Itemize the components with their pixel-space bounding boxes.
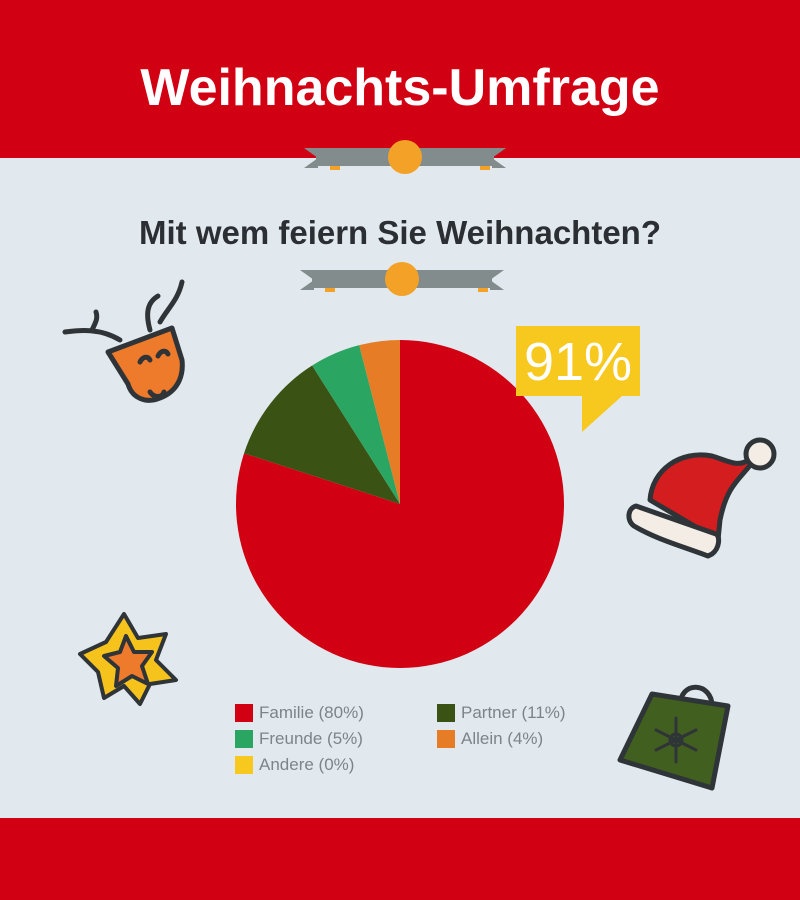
pie-slice-allein bbox=[359, 340, 400, 504]
legend-item-freunde: Freunde (5%) bbox=[235, 728, 363, 750]
pie-slice-familie bbox=[236, 340, 565, 668]
pie-chart bbox=[236, 340, 565, 668]
santa-hat-icon bbox=[626, 437, 777, 559]
legend-label: Partner (11%) bbox=[461, 703, 566, 722]
legend-swatch bbox=[437, 730, 455, 748]
ribbon-divider-middle bbox=[300, 262, 504, 296]
shopping-bag-icon bbox=[617, 684, 731, 791]
footer-band bbox=[0, 818, 800, 900]
ribbon-divider-top bbox=[304, 140, 506, 174]
header-band bbox=[0, 0, 800, 158]
legend-item-partner: Partner (11%) bbox=[437, 702, 566, 724]
reindeer-icon bbox=[62, 279, 185, 403]
pie-slice-freunde bbox=[312, 345, 400, 504]
pie-slice-partner bbox=[244, 365, 400, 504]
legend-swatch bbox=[235, 730, 253, 748]
legend-label: Andere (0%) bbox=[259, 755, 355, 774]
legend-swatch bbox=[235, 704, 253, 722]
legend-label: Freunde (5%) bbox=[259, 729, 363, 748]
chart-question: Mit wem feiern Sie Weihnachten? bbox=[139, 214, 661, 251]
legend-item-familie: Familie (80%) bbox=[235, 702, 364, 724]
percentage-callout bbox=[516, 326, 640, 432]
ribbon-knot-icon bbox=[385, 262, 419, 296]
ribbon-knot-icon bbox=[388, 140, 422, 174]
star-icon bbox=[78, 612, 178, 706]
legend-swatch bbox=[437, 704, 455, 722]
page-title: Weihnachts-Umfrage bbox=[140, 59, 660, 117]
legend-swatch bbox=[235, 756, 253, 774]
legend-item-andere: Andere (0%) bbox=[235, 754, 354, 776]
legend-label: Familie (80%) bbox=[259, 703, 364, 722]
legend-label: Allein (4%) bbox=[461, 729, 544, 748]
callout-value: 91% bbox=[523, 332, 633, 392]
snowflake-icon bbox=[654, 716, 698, 764]
legend-item-allein: Allein (4%) bbox=[437, 728, 543, 750]
